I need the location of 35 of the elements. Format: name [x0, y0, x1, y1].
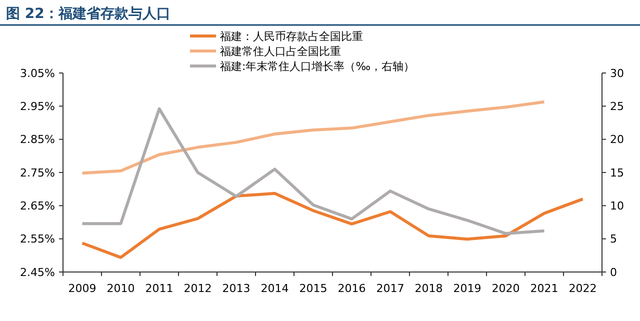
legend-label: 福建常住人口占全国比重	[220, 44, 341, 58]
x-tick-label: 2013	[222, 282, 250, 295]
y-tick-label: 3.05%	[20, 66, 55, 80]
y-tick-label: 2.45%	[20, 266, 55, 279]
y2-tick-label: 30	[610, 66, 624, 80]
line-series	[80, 100, 546, 175]
x-tick-label: 2015	[299, 282, 328, 295]
x-tick-label: 2012	[184, 282, 212, 295]
x-tick-label: 2022	[568, 282, 597, 295]
x-tick-label: 2016	[338, 282, 366, 295]
line-series	[80, 107, 546, 236]
x-tick-label: 2020	[492, 282, 520, 295]
x-tick-label: 2009	[68, 282, 96, 295]
y2-tick-label: 10	[610, 200, 624, 213]
x-tick-label: 2018	[414, 282, 443, 295]
y2-tick-label: 0	[610, 266, 617, 279]
y-tick-label: 2.85%	[20, 133, 55, 146]
x-tick-label: 2010	[106, 282, 135, 295]
x-tick-label: 2021	[530, 282, 558, 295]
y2-tick-label: 5	[610, 232, 617, 246]
y2-tick-label: 25	[610, 100, 624, 114]
y-tick-label: 2.55%	[20, 232, 55, 246]
y-tick-label: 2.95%	[20, 100, 55, 114]
y2-tick-label: 15	[610, 166, 624, 180]
line-series	[80, 192, 584, 259]
y-tick-label: 2.75%	[20, 166, 55, 180]
legend-label: 福建:年末常住人口增长率（‰，右轴）	[220, 60, 414, 73]
x-tick-label: 2019	[453, 282, 482, 295]
x-tick-label: 2017	[376, 282, 404, 295]
chart-title: 图 22：福建省存款与人口	[6, 5, 170, 22]
y-tick-label: 2.65%	[20, 200, 55, 213]
y2-tick-label: 20	[610, 133, 624, 146]
x-tick-label: 2014	[260, 282, 289, 295]
x-tick-label: 2011	[145, 282, 174, 295]
legend-label: 福建：人民币存款占全国比重	[220, 30, 363, 43]
